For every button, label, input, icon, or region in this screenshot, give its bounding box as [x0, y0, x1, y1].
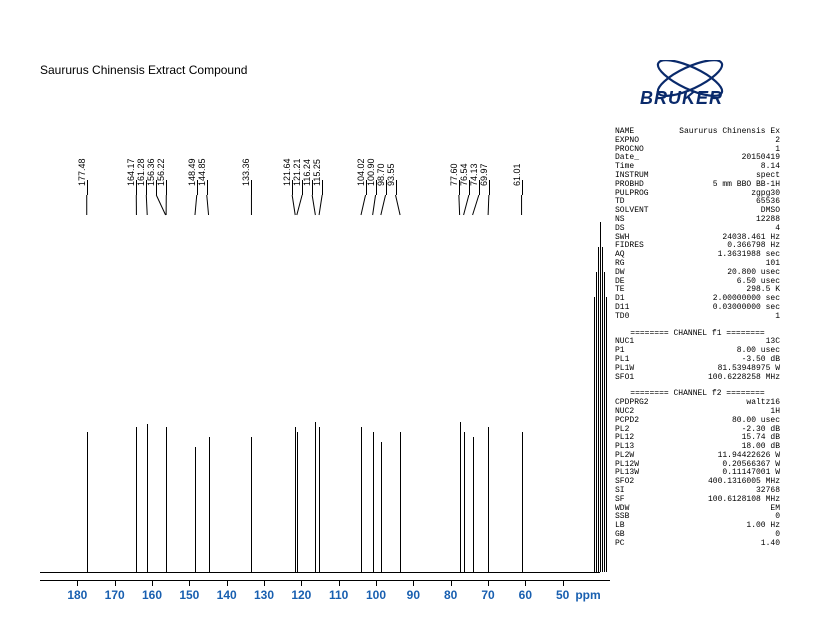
param-row: AQ1.3631988 sec: [615, 251, 780, 260]
param-row: Date_20150419: [615, 154, 780, 163]
param-row: CPDPRG2waltz16: [615, 399, 780, 408]
param-row: GB0: [615, 531, 780, 540]
param-row: SF100.6128108 MHz: [615, 496, 780, 505]
param-value: 2: [657, 137, 780, 146]
param-value: 1.3631988 sec: [657, 251, 780, 260]
param-row: WDWEM: [615, 505, 780, 514]
param-row: TD01: [615, 313, 780, 322]
param-section-header: ======== CHANNEL f1 ========: [615, 330, 780, 339]
param-row: SFO1100.6228258 MHz: [615, 374, 780, 383]
param-value: 0.03000000 sec: [657, 304, 780, 313]
param-value: 1.40: [657, 540, 780, 549]
param-value: 12288: [657, 216, 780, 225]
param-row: NAMESaururus Chinensis Ex: [615, 128, 780, 137]
param-label: SFO1: [615, 374, 657, 383]
param-label: PC: [615, 540, 657, 549]
param-value: Saururus Chinensis Ex: [657, 128, 780, 137]
param-row: PC1.40: [615, 540, 780, 549]
param-value: 100.6228258 MHz: [657, 374, 780, 383]
param-label: TD0: [615, 313, 657, 322]
param-value: 100.6128108 MHz: [657, 496, 780, 505]
acquisition-parameters: NAMESaururus Chinensis ExEXPNO2PROCNO1Da…: [615, 128, 780, 549]
param-value: 1.00 Hz: [657, 522, 780, 531]
param-row: NS12288: [615, 216, 780, 225]
param-row: D110.03000000 sec: [615, 304, 780, 313]
param-value: EM: [657, 505, 780, 514]
param-row: LB1.00 Hz: [615, 522, 780, 531]
param-value: waltz16: [657, 399, 780, 408]
param-value: 1: [657, 313, 780, 322]
